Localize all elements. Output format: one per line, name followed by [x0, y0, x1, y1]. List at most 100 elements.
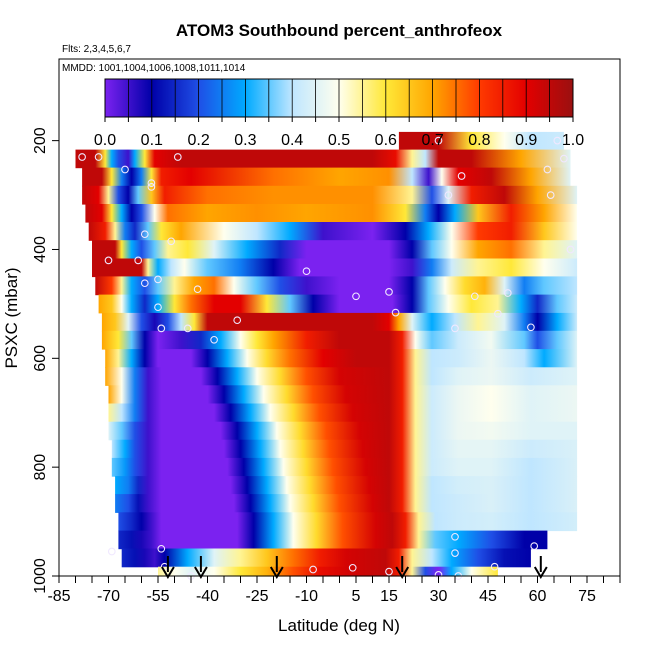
- sample-point: [121, 165, 129, 174]
- sample-point: [457, 172, 466, 180]
- sample-point: [157, 324, 166, 333]
- y-tick-label: 600: [32, 345, 49, 372]
- y-tick-label: 200: [32, 127, 49, 154]
- y-axis: 200 400 600 800 1000: [32, 127, 59, 594]
- sample-point: [140, 230, 149, 239]
- y-tick-label: 800: [32, 454, 49, 481]
- colorbar-tick-label: 0.2: [187, 132, 209, 149]
- colorbar-tick-label: 0.4: [281, 132, 303, 149]
- heatmap-row: [111, 439, 578, 459]
- sample-point: [94, 153, 103, 161]
- sample-point: [147, 183, 156, 191]
- x-tick-label: 45: [479, 588, 497, 605]
- colorbar-tick-label: 0.8: [468, 132, 490, 149]
- sample-point: [107, 547, 116, 556]
- y-axis-label: PSXC (mbar): [2, 267, 21, 368]
- sample-point: [302, 267, 311, 276]
- colorbar-tick-label: 0.1: [141, 132, 163, 149]
- chart-title: ATOM3 Southbound percent_anthrofeox: [176, 21, 503, 40]
- heatmap-row: [111, 457, 578, 477]
- heatmap-row: [115, 494, 578, 513]
- sample-point: [434, 136, 443, 145]
- sample-point: [560, 154, 568, 163]
- x-axis-label: Latitude (deg N): [278, 616, 400, 635]
- sample-point: [210, 335, 218, 344]
- heatmap-row: [88, 222, 578, 241]
- colorbar: 0.0 0.1 0.2 0.3 0.4 0.5 0.6 0.7 0.8 0.9 1.0: [94, 78, 584, 149]
- heatmap-row: [75, 149, 571, 169]
- sample-point: [553, 136, 562, 145]
- sample-point: [154, 275, 162, 284]
- colorbar-tick-label: 1.0: [562, 132, 584, 149]
- flights-subtitle: Flts: 2,3,4,5,6,7: [62, 44, 131, 55]
- heatmap-row: [158, 566, 498, 577]
- colorbar-tick-label: 0.7: [421, 132, 443, 149]
- colorbar-tick-label: 0.5: [328, 132, 350, 149]
- heatmap-row: [105, 367, 578, 386]
- sample-point: [490, 562, 499, 571]
- x-tick-label: 5: [352, 588, 361, 605]
- sample-point: [546, 191, 555, 199]
- sample-point: [451, 324, 459, 333]
- x-tick-label: 30: [430, 588, 448, 605]
- sample-point: [309, 565, 317, 574]
- sample-point: [391, 308, 400, 317]
- sounding-arrows: [161, 556, 548, 579]
- sounding-arrow-head: [194, 566, 208, 579]
- sample-point: [154, 303, 162, 312]
- sample-points: [78, 136, 575, 580]
- x-tick-label: -55: [146, 588, 169, 605]
- sample-point: [566, 245, 575, 254]
- heatmap-row: [398, 131, 564, 151]
- sample-point: [147, 179, 156, 187]
- sounding-arrow-head: [269, 566, 284, 579]
- sample-point: [530, 542, 539, 550]
- heatmap-row: [92, 240, 578, 259]
- sample-point: [385, 567, 393, 576]
- heatmap: [75, 131, 578, 577]
- colorbar-tick-label: 0.6: [375, 132, 397, 149]
- heatmap-row: [118, 530, 548, 550]
- sample-point: [134, 256, 143, 265]
- sample-point: [543, 165, 552, 174]
- sample-point: [157, 544, 166, 553]
- heatmap-row: [98, 294, 578, 314]
- sample-point: [503, 289, 512, 297]
- colorbar-tick-label: 0.3: [234, 132, 256, 149]
- heatmap-row: [95, 276, 578, 296]
- sample-point: [352, 292, 360, 301]
- heatmap-row: [82, 167, 571, 187]
- sample-point: [193, 285, 202, 294]
- heatmap-row: [108, 421, 578, 441]
- heatmap-row: [101, 330, 578, 350]
- sample-point: [494, 309, 502, 318]
- heatmap-row: [118, 512, 578, 532]
- sample-point: [470, 292, 479, 301]
- sample-point: [140, 279, 149, 288]
- x-tick-label: -85: [47, 588, 70, 605]
- sample-point: [167, 237, 176, 246]
- sample-point: [451, 549, 459, 557]
- heatmap-row: [92, 258, 578, 278]
- heatmap-row: [121, 548, 531, 568]
- sample-point: [451, 532, 459, 541]
- sample-point: [233, 316, 242, 325]
- y-tick-label: 400: [32, 236, 49, 263]
- sounding-arrow-head: [161, 566, 175, 579]
- heatmap-row: [101, 312, 578, 332]
- sample-point: [444, 191, 453, 199]
- sample-point: [527, 323, 535, 332]
- x-tick-label: -70: [97, 588, 120, 605]
- heatmap-row: [82, 185, 578, 205]
- x-tick-label: -25: [245, 588, 268, 605]
- heatmap-row: [108, 385, 578, 405]
- sample-point: [104, 256, 113, 265]
- x-tick-label: 60: [529, 588, 547, 605]
- sample-point: [385, 288, 393, 296]
- sounding-arrow-head: [395, 566, 410, 579]
- colorbar-tick-label: 0.0: [94, 132, 116, 149]
- x-tick-label: 75: [578, 588, 596, 605]
- heatmap-row: [108, 403, 578, 423]
- y-tick-label: 1000: [32, 558, 49, 594]
